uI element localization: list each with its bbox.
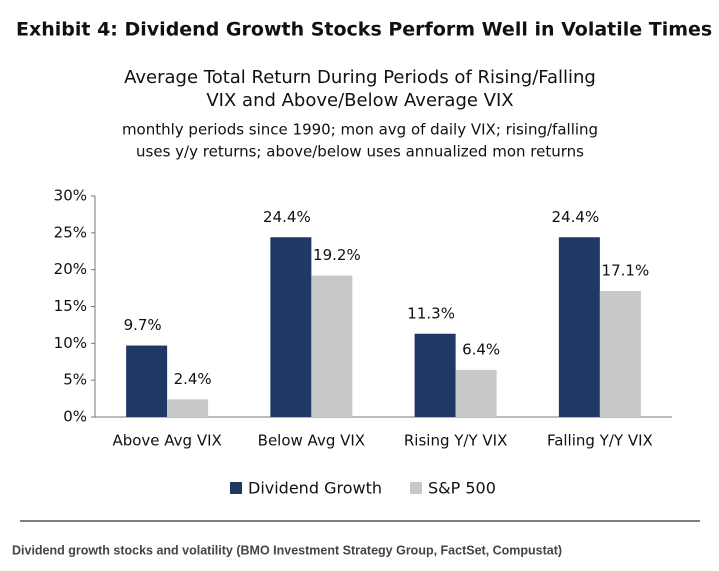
value-label: 19.2% [313, 246, 361, 264]
exhibit-title: Exhibit 4: Dividend Growth Stocks Perfor… [16, 19, 712, 41]
y-tick-label: 5% [63, 371, 87, 389]
caption: Dividend growth stocks and volatility (B… [12, 543, 562, 557]
chart-subtitle: monthly periods since 1990; mon avg of d… [122, 121, 598, 139]
x-tick-label: Rising Y/Y VIX [404, 432, 507, 450]
legend-label: S&P 500 [428, 479, 496, 498]
legend-swatch [230, 482, 242, 494]
y-tick-label: 20% [54, 260, 87, 278]
y-tick-label: 0% [63, 408, 87, 426]
chart-subtitle: uses y/y returns; above/below uses annua… [136, 143, 584, 161]
bar [558, 237, 600, 417]
value-label: 17.1% [602, 262, 650, 280]
value-label: 9.7% [124, 316, 162, 334]
x-tick-label: Above Avg VIX [112, 432, 221, 450]
bar [270, 237, 312, 417]
chart-title: VIX and Above/Below Average VIX [206, 90, 513, 111]
value-label: 24.4% [263, 208, 311, 226]
y-tick-label: 15% [54, 297, 87, 315]
legend-swatch [409, 482, 422, 494]
x-tick-label: Below Avg VIX [258, 432, 365, 450]
chart-title: Average Total Return During Periods of R… [124, 67, 596, 88]
bar [126, 345, 168, 417]
bar [311, 275, 353, 417]
value-label: 2.4% [174, 370, 212, 388]
y-tick-label: 25% [54, 223, 87, 241]
bar [599, 291, 641, 417]
bar [455, 369, 497, 417]
bar [167, 399, 209, 417]
value-label: 11.3% [407, 304, 455, 322]
y-tick-label: 10% [54, 334, 87, 352]
value-label: 6.4% [462, 340, 500, 358]
y-tick-label: 30% [54, 187, 87, 205]
bar [414, 333, 456, 417]
x-tick-label: Falling Y/Y VIX [547, 432, 653, 450]
legend-label: Dividend Growth [248, 479, 382, 498]
value-label: 24.4% [552, 208, 600, 226]
